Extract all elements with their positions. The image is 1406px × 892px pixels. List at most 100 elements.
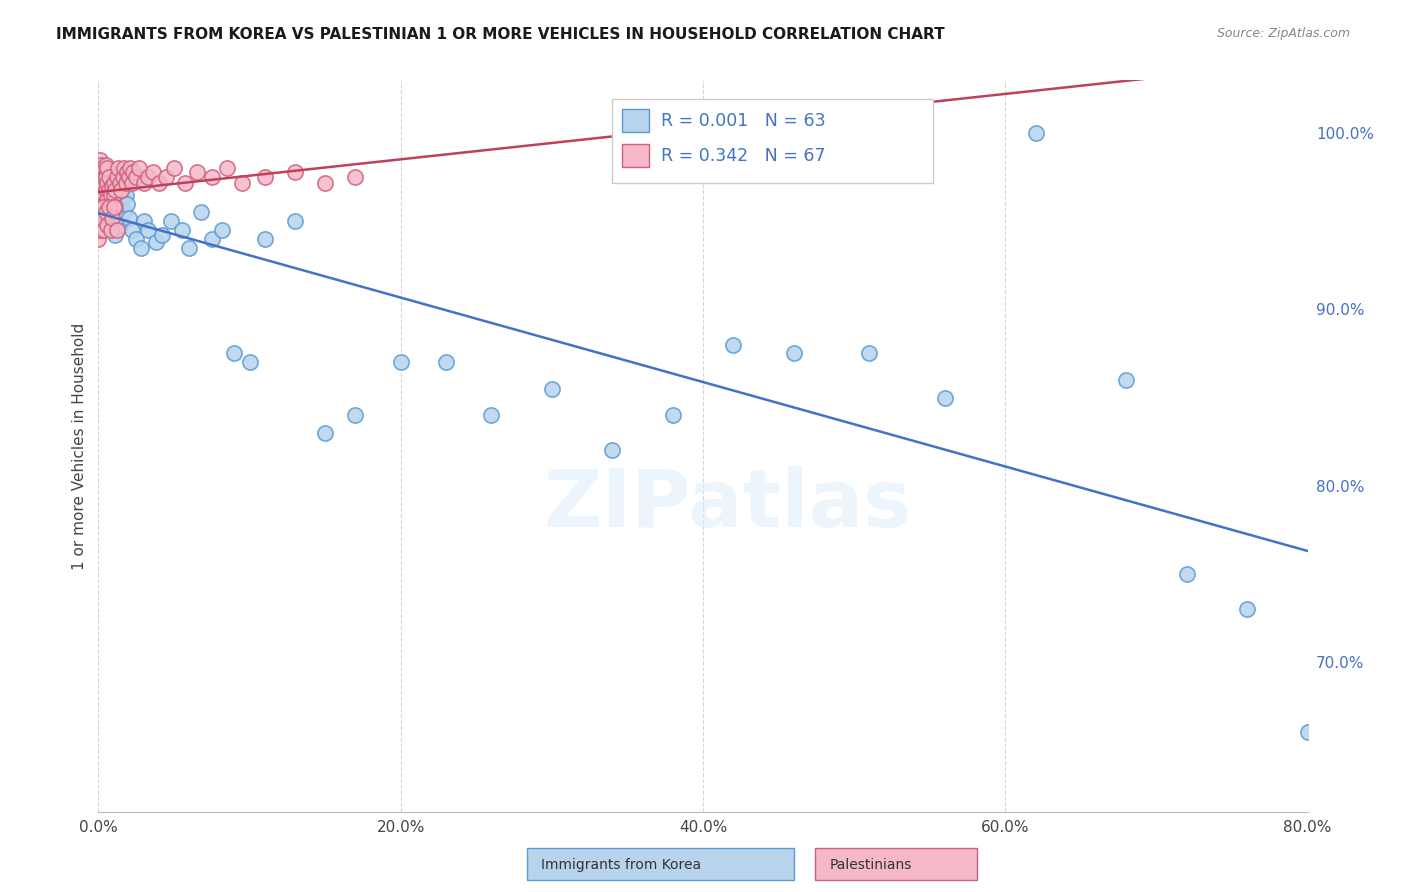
- Y-axis label: 1 or more Vehicles in Household: 1 or more Vehicles in Household: [72, 322, 87, 570]
- Point: [1175, 566, 1198, 581]
- Point: [96, 218, 118, 232]
- Point: [100, 187, 122, 202]
- Text: ZIPatlas: ZIPatlas: [543, 466, 911, 543]
- Point: [101, 223, 124, 237]
- Point: [150, 228, 173, 243]
- Text: Immigrants from Korea: Immigrants from Korea: [541, 858, 702, 872]
- Point: [104, 193, 127, 207]
- Point: [98, 200, 121, 214]
- Point: [179, 241, 201, 255]
- Point: [723, 337, 745, 351]
- Point: [115, 165, 138, 179]
- Point: [107, 161, 129, 176]
- Point: [91, 170, 114, 185]
- Point: [89, 153, 111, 167]
- Point: [145, 235, 167, 250]
- Point: [602, 443, 624, 458]
- Point: [155, 170, 177, 185]
- Text: Palestinians: Palestinians: [830, 858, 912, 872]
- Point: [98, 183, 121, 197]
- Text: R = 0.342   N = 67: R = 0.342 N = 67: [661, 146, 825, 165]
- Point: [101, 187, 124, 202]
- Point: [96, 165, 118, 179]
- Point: [201, 232, 224, 246]
- Point: [91, 200, 114, 214]
- Point: [122, 165, 145, 179]
- Point: [100, 223, 122, 237]
- Point: [94, 176, 117, 190]
- Point: [344, 170, 367, 185]
- Point: [114, 176, 136, 190]
- Point: [94, 183, 117, 197]
- Point: [101, 196, 124, 211]
- Point: [91, 196, 114, 211]
- Point: [98, 200, 121, 214]
- Point: [104, 228, 127, 243]
- Point: [118, 211, 141, 225]
- Point: [121, 223, 143, 237]
- Point: [107, 200, 129, 214]
- Point: [284, 214, 307, 228]
- Point: [103, 200, 125, 214]
- Point: [96, 176, 118, 190]
- Point: [93, 205, 115, 219]
- Point: [100, 205, 122, 219]
- Point: [94, 214, 117, 228]
- Point: [239, 355, 262, 369]
- Point: [190, 205, 212, 219]
- Point: [104, 183, 127, 197]
- Point: [90, 211, 112, 225]
- Point: [858, 346, 880, 360]
- Point: [215, 161, 238, 176]
- Point: [91, 176, 114, 190]
- Point: [170, 223, 193, 237]
- Point: [128, 161, 150, 176]
- Point: [136, 170, 159, 185]
- Point: [231, 176, 253, 190]
- Point: [94, 170, 117, 185]
- Point: [160, 214, 183, 228]
- Point: [94, 205, 117, 219]
- Point: [110, 196, 132, 211]
- Point: [87, 232, 110, 246]
- Point: [98, 218, 121, 232]
- Point: [201, 170, 224, 185]
- Point: [783, 346, 806, 360]
- Point: [112, 205, 135, 219]
- Point: [103, 187, 125, 202]
- Point: [90, 158, 112, 172]
- Point: [103, 179, 125, 194]
- Point: [100, 200, 122, 214]
- Point: [98, 170, 121, 185]
- Point: [253, 232, 276, 246]
- Point: [104, 200, 127, 214]
- Point: [121, 176, 143, 190]
- Point: [96, 193, 118, 207]
- Point: [108, 176, 131, 190]
- Point: [110, 183, 132, 197]
- Point: [314, 425, 336, 440]
- FancyBboxPatch shape: [613, 99, 932, 183]
- Point: [540, 382, 562, 396]
- Point: [132, 176, 155, 190]
- Point: [93, 161, 115, 176]
- Point: [253, 170, 276, 185]
- Point: [186, 165, 208, 179]
- Point: [90, 170, 112, 185]
- Point: [93, 196, 115, 211]
- Point: [389, 355, 412, 369]
- Point: [284, 165, 307, 179]
- Point: [434, 355, 457, 369]
- Point: [91, 187, 114, 202]
- Point: [101, 211, 124, 225]
- Point: [101, 179, 124, 194]
- Point: [98, 183, 121, 197]
- Point: [115, 196, 138, 211]
- Point: [93, 223, 115, 237]
- Point: [148, 176, 170, 190]
- Point: [91, 161, 114, 176]
- Point: [224, 346, 246, 360]
- Point: [89, 165, 111, 179]
- Point: [103, 176, 125, 190]
- Point: [132, 214, 155, 228]
